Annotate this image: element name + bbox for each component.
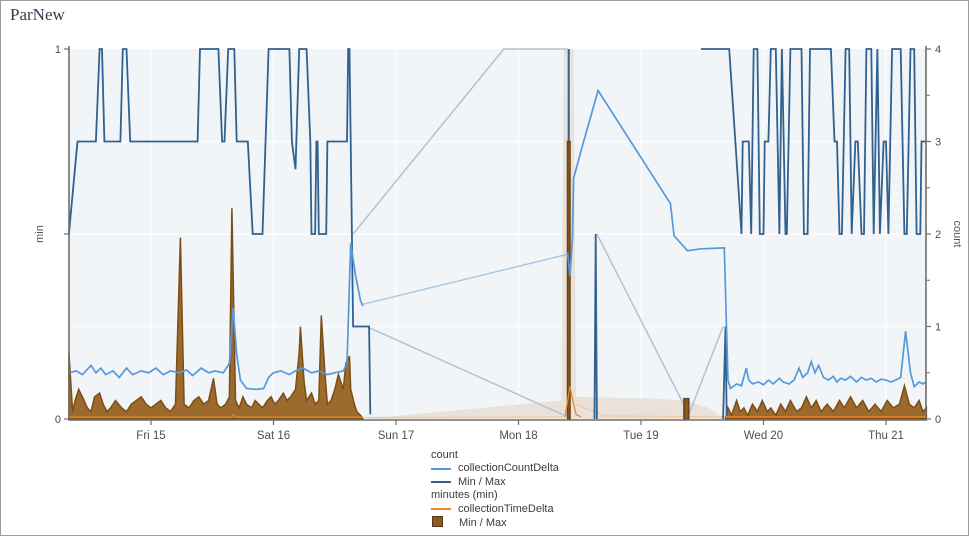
count-minmax-left — [68, 48, 372, 415]
chart-svg: Fri 15 Sat 16 Sun 17 Mon 18 Tue 19 Wed 20 Thu … — [34, 44, 963, 442]
legend: count collectionCountDelta Min / Max minute… — [431, 449, 559, 530]
count-minmax-wed-spike — [722, 326, 728, 420]
legend-line-swatch-icon — [431, 480, 451, 483]
x-tick-label: Fri 15 — [136, 430, 165, 442]
legend-item-label: Min / Max — [458, 475, 506, 488]
x-tick-label: Thu 21 — [868, 430, 904, 442]
legend-group-label: minutes (min) — [431, 489, 498, 502]
x-tick-label: Mon 18 — [499, 430, 537, 442]
minutes-minmax-restart-bar — [566, 140, 571, 420]
y-axis-left-title: min — [34, 225, 46, 243]
x-tick-label: Sun 17 — [378, 430, 414, 442]
y-right-tick-label: 2 — [935, 229, 941, 241]
y-left-tick-label: 0 — [55, 414, 61, 426]
y-axis-right-title: count — [951, 221, 963, 248]
time-delta-left — [68, 413, 363, 418]
x-tick-label: Tue 19 — [623, 430, 658, 442]
legend-item-label: collectionTimeDelta — [458, 502, 554, 515]
legend-item-label: Min / Max — [459, 517, 507, 530]
y-right-tick-label: 1 — [935, 322, 941, 334]
chart-title: ParNew — [10, 5, 65, 24]
count-minmax-gap-line-down — [366, 325, 567, 417]
time-delta-gap-line — [362, 416, 566, 419]
x-tick-label: Wed 20 — [744, 430, 783, 442]
legend-group-label: count — [431, 449, 458, 461]
legend-item-label: collectionCountDelta — [458, 462, 559, 475]
count-minmax-gap-line-up — [352, 48, 568, 235]
legend-item: Min / Max — [431, 476, 559, 489]
y-right-tick-label: 4 — [935, 44, 941, 56]
legend-item: collectionTimeDelta — [431, 503, 559, 516]
time-delta-restart — [564, 385, 582, 418]
x-tick-label: Sat 16 — [257, 430, 290, 442]
legend-line-swatch-icon — [431, 507, 451, 510]
count-delta-left — [68, 243, 364, 391]
legend-square-swatch-icon — [432, 516, 443, 528]
minutes-minmax-small-bar — [683, 397, 690, 420]
legend-item: collectionCountDelta — [431, 462, 559, 475]
y-right-tick-label: 0 — [935, 414, 941, 426]
legend-item: Min / Max — [431, 516, 559, 530]
count-minmax-right — [701, 48, 927, 235]
y-left-tick-label: 1 — [55, 44, 61, 56]
minutes-minmax-area-right — [724, 382, 928, 420]
y-right-tick-label: 3 — [935, 137, 941, 149]
count-delta-right — [566, 88, 927, 390]
count-delta-gap-line — [362, 253, 568, 306]
minutes-minmax-area-left — [68, 208, 365, 420]
count-minmax-tue-spike — [593, 233, 598, 420]
legend-line-swatch-icon — [431, 467, 451, 470]
